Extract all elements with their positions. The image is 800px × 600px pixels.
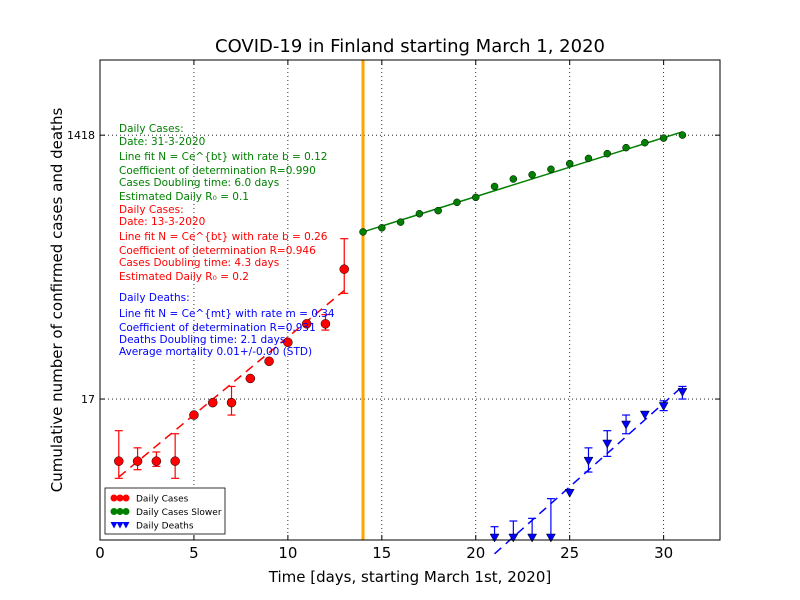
data-point-cases-slower: [678, 131, 687, 139]
legend-swatch: [122, 494, 130, 502]
data-point-cases-slower: [453, 198, 461, 207]
data-point-cases: [301, 319, 312, 329]
annotation-text: Daily Cases:: [119, 123, 184, 135]
data-point-deaths: [545, 533, 556, 543]
annotation-text: Date: 13-3-2020: [119, 216, 205, 228]
data-point-cases-slower: [396, 218, 405, 226]
annotation-text: Coefficient of determination R=0.931: [119, 322, 316, 334]
legend-swatch: [110, 508, 118, 515]
legend-swatch: [122, 508, 130, 515]
grid-layer: [100, 60, 720, 540]
annotation-text: Daily Cases:: [119, 204, 184, 216]
data-point-cases-slower: [584, 154, 593, 163]
data-point-cases-slower: [509, 175, 518, 183]
data-point-deaths: [658, 402, 669, 412]
data-point-cases: [226, 397, 237, 408]
x-axis-label: Time [days, starting March 1st, 2020]: [268, 568, 551, 586]
data-point-cases-slower: [415, 209, 424, 218]
annotation-text: Daily Deaths:: [119, 292, 190, 304]
fit-line-1: [362, 131, 683, 233]
legend: Daily Cases Daily Cases Slower Daily Death…: [104, 487, 226, 535]
x-tick-label: 25: [560, 544, 579, 562]
data-point-cases-slower: [659, 134, 668, 142]
data-point-cases-slower: [565, 159, 574, 168]
legend-swatch: [122, 522, 130, 529]
annotation-text: Cases Doubling time: 4.3 days: [119, 257, 279, 269]
legend-swatch: [110, 494, 118, 502]
legend-label: Daily Cases: [136, 495, 189, 505]
data-point-deaths: [508, 533, 519, 543]
data-point-deaths: [639, 410, 650, 420]
data-point-cases: [339, 264, 349, 274]
data-point-deaths: [527, 533, 538, 543]
data-point-cases: [320, 319, 331, 329]
data-point-deaths: [564, 489, 575, 498]
data-point-cases-slower: [641, 138, 649, 147]
x-tick-label: 5: [189, 544, 199, 562]
data-point-cases: [207, 397, 218, 408]
data-point-deaths: [621, 420, 631, 430]
annotation-text: Line fit N = Ce^{bt} with rate b = 0.12: [119, 151, 327, 163]
plot-frame: [99, 59, 721, 541]
x-tick-label: 0: [95, 544, 105, 562]
legend-swatch: [116, 494, 124, 502]
data-point-cases: [283, 337, 293, 348]
data-point-cases: [189, 410, 199, 420]
data-point-cases: [132, 456, 143, 466]
annotation-text: Deaths Doubling time: 2.1 days: [119, 334, 285, 346]
data-point-cases: [114, 456, 124, 466]
data-point-deaths: [677, 388, 688, 397]
data-point-cases: [264, 356, 274, 367]
data-point-cases-slower: [434, 206, 442, 215]
data-point-cases-slower: [472, 193, 480, 202]
errorbar-layer: [114, 238, 687, 540]
x-tick-label: 15: [372, 544, 391, 562]
data-point-deaths: [602, 439, 613, 449]
legend-swatch: [116, 508, 124, 515]
x-tick-label: 10: [278, 544, 297, 562]
marker-layer: [114, 131, 688, 543]
annotation-text: Estimated Daily R₀ = 0.1: [119, 191, 249, 203]
data-point-cases: [245, 373, 256, 384]
data-point-deaths: [489, 533, 500, 543]
data-point-cases-slower: [359, 228, 367, 236]
annotation-text: Estimated Daily R₀ = 0.2: [119, 271, 249, 283]
data-point-cases-slower: [378, 224, 386, 232]
annotation-text: Line fit N = Ce^{mt} with rate m = 0.34: [119, 308, 335, 320]
data-point-cases-slower: [603, 149, 612, 158]
y-tick-label: 1418: [67, 129, 95, 142]
data-point-cases-slower: [622, 143, 630, 152]
data-point-cases: [170, 456, 180, 466]
x-tick-label: 20: [466, 544, 485, 562]
legend-swatch: [116, 522, 124, 529]
x-tick-label: 30: [654, 544, 673, 562]
data-point-cases-slower: [490, 182, 499, 191]
legend-label: Daily Cases Slower: [136, 508, 222, 518]
annotation-text: Line fit N = Ce^{bt} with rate b = 0.26: [119, 231, 328, 243]
tick-layer: 0 5 10 15 20 25 30 17 1418: [67, 60, 720, 562]
annotation-text: Coefficient of determination R=0.990: [119, 165, 316, 177]
annotation-text: Cases Doubling time: 6.0 days: [119, 177, 279, 189]
y-tick-label: 17: [81, 393, 95, 406]
data-point-deaths: [583, 456, 594, 466]
data-point-cases-slower: [547, 165, 555, 174]
annotation-text: Date: 31-3-2020: [119, 136, 205, 148]
y-axis-label: Cumulative number of confirmed cases and…: [48, 108, 66, 493]
legend-label: Daily Deaths: [136, 522, 194, 532]
data-point-cases-slower: [528, 171, 536, 179]
legend-swatch: [110, 522, 118, 529]
data-point-cases: [151, 456, 162, 466]
chart-title: COVID-19 in Finland starting March 1, 20…: [215, 36, 605, 57]
annotation-text: Average mortality 0.01+/-0.00 (STD): [119, 346, 312, 358]
annotation-text: Coefficient of determination R=0.946: [119, 245, 316, 257]
